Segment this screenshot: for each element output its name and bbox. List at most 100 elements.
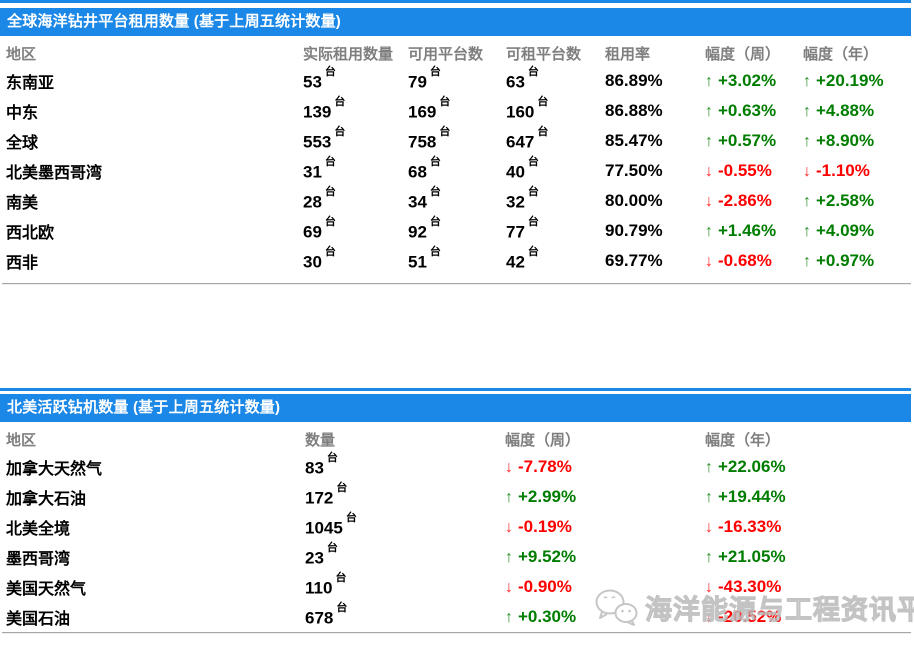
table-row: 西北欧 69台 92台 77台 90.79% ↑ +1.46% ↑ +4.09% (0, 216, 914, 246)
rentable-cell: 40台 (506, 156, 539, 182)
year-change-cell: ↓ -1.10% (803, 161, 870, 180)
unit-label: 台 (527, 186, 539, 199)
rate-cell: 86.88% (605, 101, 663, 120)
table-row: 全球 553台 758台 647台 85.47% ↑ +0.57% ↑ +8.90% (0, 126, 914, 156)
year-change-cell: ↑ +19.44% (705, 487, 786, 506)
rentable-cell: 160台 (506, 96, 549, 122)
rented-cell: 30台 (303, 246, 336, 272)
rentable-cell: 77台 (506, 216, 539, 242)
unit-label: 台 (429, 246, 441, 259)
available-cell: 68台 (408, 156, 441, 182)
trend-arrow-icon: ↑ (505, 609, 513, 626)
region-label: 中东 (6, 105, 39, 122)
trend-arrow-icon: ↑ (705, 73, 713, 90)
region-label: 北美全境 (6, 521, 71, 538)
table-row: 中东 139台 169台 160台 86.88% ↑ +0.63% ↑ +4.88% (0, 96, 914, 126)
year-change-cell: ↑ +8.90% (803, 131, 875, 150)
region-label: 加拿大石油 (6, 491, 87, 508)
available-cell: 79台 (408, 66, 441, 92)
unit-label: 台 (326, 542, 338, 555)
unit-label: 台 (537, 96, 549, 109)
unit-label: 台 (334, 126, 346, 139)
column-header-year: 幅度（年） (705, 431, 781, 449)
year-change-cell: ↑ +0.97% (803, 251, 875, 270)
unit-label: 台 (324, 216, 336, 229)
unit-label: 台 (429, 156, 441, 169)
trend-arrow-icon: ↓ (705, 163, 713, 180)
rented-cell: 53台 (303, 66, 336, 92)
rented-cell: 69台 (303, 216, 336, 242)
column-header-year: 幅度（年） (803, 45, 879, 63)
region-label: 西非 (6, 255, 39, 272)
unit-label: 台 (429, 186, 441, 199)
unit-label: 台 (336, 482, 348, 495)
unit-label: 台 (537, 126, 549, 139)
column-header-rented: 实际租用数量 (303, 45, 394, 63)
unit-label: 台 (429, 66, 441, 79)
region-label: 美国石油 (6, 611, 71, 628)
rentable-cell: 42台 (506, 246, 539, 272)
table-row: 加拿大天然气 83台 ↓ -7.78% ↑ +22.06% (0, 452, 914, 482)
region-label: 墨西哥湾 (6, 551, 71, 568)
table-row: 北美全境 1045台 ↓ -0.19% ↓ -16.33% (0, 512, 914, 542)
trend-arrow-icon: ↑ (705, 103, 713, 120)
rate-cell: 86.89% (605, 71, 663, 90)
year-change-cell: ↓ -43.30% (705, 577, 782, 596)
table1-title-bar: 全球海洋钻井平台租用数量 (基于上周五统计数量) (0, 8, 911, 36)
table1-header-row: 地区 实际租用数量 可用平台数 可租平台数 租用率 幅度（周） 幅度（年） (0, 40, 914, 66)
trend-arrow-icon: ↓ (705, 193, 713, 210)
trend-arrow-icon: ↑ (705, 133, 713, 150)
unit-label: 台 (335, 572, 347, 585)
trend-arrow-icon: ↓ (705, 579, 713, 596)
count-cell: 1045台 (305, 512, 357, 538)
unit-label: 台 (324, 66, 336, 79)
trend-arrow-icon: ↑ (705, 459, 713, 476)
year-change-cell: ↓ -20.52% (705, 607, 782, 626)
table2-title: 北美活跃钻机数量 (基于上周五统计数量) (7, 399, 281, 416)
rented-cell: 139台 (303, 96, 346, 122)
available-cell: 34台 (408, 186, 441, 212)
week-change-cell: ↑ +2.99% (505, 487, 577, 506)
rented-cell: 28台 (303, 186, 336, 212)
week-change-cell: ↓ -0.19% (505, 517, 572, 536)
week-change-cell: ↑ +3.02% (705, 71, 777, 90)
rate-cell: 80.00% (605, 191, 663, 210)
trend-arrow-icon: ↑ (803, 133, 811, 150)
column-header-rate: 租用率 (605, 45, 651, 63)
trend-arrow-icon: ↓ (705, 519, 713, 536)
accent-strip (0, 388, 911, 391)
count-cell: 172台 (305, 482, 348, 508)
column-header-available: 可用平台数 (408, 45, 484, 63)
week-change-cell: ↓ -2.86% (705, 191, 772, 210)
year-change-cell: ↑ +22.06% (705, 457, 786, 476)
year-change-cell: ↑ +2.58% (803, 191, 875, 210)
trend-arrow-icon: ↓ (705, 253, 713, 270)
table1-bottom-divider (2, 283, 911, 285)
table2-bottom-divider (2, 632, 911, 634)
available-cell: 758台 (408, 126, 451, 152)
trend-arrow-icon: ↑ (803, 73, 811, 90)
count-cell: 83台 (305, 452, 338, 478)
trend-arrow-icon: ↑ (705, 223, 713, 240)
column-header-region: 地区 (6, 431, 37, 449)
rented-cell: 31台 (303, 156, 336, 182)
unit-label: 台 (336, 602, 348, 615)
rate-cell: 90.79% (605, 221, 663, 240)
rentable-cell: 32台 (506, 186, 539, 212)
region-label: 北美墨西哥湾 (6, 165, 103, 182)
week-change-cell: ↑ +1.46% (705, 221, 777, 240)
table-row: 东南亚 53台 79台 63台 86.89% ↑ +3.02% ↑ +20.19% (0, 66, 914, 96)
table1-body: 东南亚 53台 79台 63台 86.89% ↑ +3.02% ↑ +20.19% … (0, 66, 914, 276)
region-label: 西北欧 (6, 225, 55, 242)
trend-arrow-icon: ↓ (705, 609, 713, 626)
accent-strip (0, 0, 911, 3)
week-change-cell: ↓ -0.90% (505, 577, 572, 596)
available-cell: 92台 (408, 216, 441, 242)
table-row: 墨西哥湾 23台 ↑ +9.52% ↑ +21.05% (0, 542, 914, 572)
table1-title: 全球海洋钻井平台租用数量 (基于上周五统计数量) (7, 13, 341, 30)
table-row: 西非 30台 51台 42台 69.77% ↓ -0.68% ↑ +0.97% (0, 246, 914, 276)
table2-body: 加拿大天然气 83台 ↓ -7.78% ↑ +22.06% 加拿大石油 172台 ↑… (0, 452, 914, 632)
trend-arrow-icon: ↑ (803, 223, 811, 240)
unit-label: 台 (439, 126, 451, 139)
